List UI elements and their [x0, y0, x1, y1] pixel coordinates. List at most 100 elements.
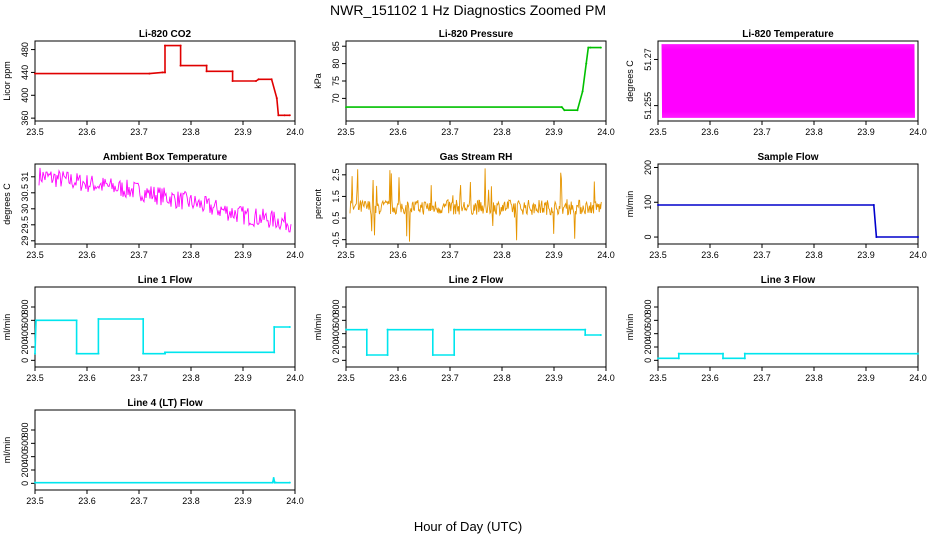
series-line [346, 46, 601, 111]
data-point [205, 70, 208, 73]
series-line [349, 168, 602, 242]
data-point [142, 352, 145, 355]
y-tick-label: 0 [20, 358, 30, 363]
y-tick-label: 31 [20, 172, 30, 182]
data-point [205, 64, 208, 67]
y-tick-label: 200 [643, 339, 653, 354]
plot-frame [34, 163, 296, 245]
data-point [35, 319, 38, 322]
panel-title: Line 4 (LT) Flow [127, 398, 203, 409]
y-tick-label: 0 [643, 358, 653, 363]
data-point [271, 481, 274, 484]
x-tick-label: 23.9 [857, 250, 875, 260]
x-tick-label: 23.5 [649, 373, 667, 383]
plot-frame [345, 40, 607, 122]
data-point [722, 357, 724, 360]
panel-box_temp: Ambient Box Temperature degrees C 23.5 23.6… [2, 152, 304, 260]
x-tick-label: 23.8 [493, 127, 511, 137]
x-tick-label: 23.8 [182, 127, 200, 137]
y-tick-label: 1.5 [331, 190, 341, 203]
x-tick-label: 23.8 [805, 250, 823, 260]
panel-title: Li-820 Pressure [439, 29, 514, 40]
data-point [288, 114, 291, 117]
data-point [179, 64, 182, 67]
y-tick-label: 100 [643, 195, 653, 210]
x-tick-label: 23.9 [857, 127, 875, 137]
y-tick-label: 0 [20, 481, 30, 486]
x-tick-label: 23.7 [753, 250, 771, 260]
x-tick-label: 23.9 [234, 373, 252, 383]
data-point [560, 106, 563, 109]
data-point [179, 44, 182, 47]
plot-frame [657, 40, 919, 122]
plot-frame [657, 286, 919, 368]
data-point [142, 318, 145, 320]
panel-title: Li-820 Temperature [742, 29, 834, 40]
x-tick-label: 23.6 [78, 373, 96, 383]
data-point [365, 328, 368, 331]
data-point [677, 357, 680, 360]
x-tick-label: 23.9 [234, 250, 252, 260]
x-tick-label: 23.6 [701, 250, 719, 260]
data-point [288, 481, 291, 484]
data-point [589, 46, 592, 49]
x-tick-label: 24.0 [286, 496, 304, 506]
y-tick-label: 800 [20, 422, 30, 437]
x-tick-label: 24.0 [597, 250, 615, 260]
plot-frame [345, 163, 607, 245]
y-tick-label: 85 [331, 41, 341, 51]
series-line [35, 477, 290, 484]
data-point [585, 62, 588, 65]
y-tick-label: 400 [20, 88, 30, 103]
y-tick-label: 200 [643, 160, 653, 175]
x-tick-label: 23.9 [234, 127, 252, 137]
y-axis-label: degrees C [2, 183, 12, 225]
x-tick-label: 23.7 [130, 496, 148, 506]
x-tick-label: 23.7 [130, 373, 148, 383]
y-tick-label: 70 [331, 93, 341, 103]
x-tick-label: 23.7 [441, 373, 459, 383]
x-tick-label: 23.5 [337, 373, 355, 383]
panel-co2: Li-820 CO2 Licor ppm 23.5 23.6 23.7 23.8 23.9 2… [2, 29, 304, 137]
data-point [274, 481, 277, 484]
x-tick-label: 23.7 [441, 127, 459, 137]
x-tick-label: 23.5 [649, 250, 667, 260]
series-line [38, 167, 292, 233]
x-tick-label: 23.7 [441, 250, 459, 260]
data-point [677, 352, 680, 355]
y-tick-label: 200 [331, 339, 341, 354]
x-tick-label: 24.0 [909, 127, 927, 137]
y-axis-label: degrees C [625, 60, 635, 102]
x-tick-label: 23.7 [130, 250, 148, 260]
x-tick-label: 23.8 [805, 373, 823, 383]
y-tick-label: 600 [20, 313, 30, 328]
series-line [34, 318, 290, 355]
y-tick-label: -0.5 [331, 232, 341, 248]
data-point [576, 109, 579, 112]
x-tick-label: 23.6 [78, 127, 96, 137]
data-point [75, 352, 78, 355]
x-tick-label: 23.7 [130, 127, 148, 137]
plot-frame [34, 409, 296, 491]
y-axis-label: percent [313, 188, 323, 219]
y-tick-label: 29.5 [20, 216, 30, 234]
data-point [273, 326, 276, 328]
panel-rh: Gas Stream RH percent 23.5 23.6 23.7 23.8 23.9… [313, 152, 615, 260]
x-tick-label: 23.7 [753, 373, 771, 383]
data-point [743, 357, 746, 360]
data-point [164, 351, 166, 354]
data-point [283, 114, 286, 117]
x-tick-label: 23.5 [649, 127, 667, 137]
y-tick-label: 29 [20, 236, 30, 246]
x-tick-label: 23.8 [182, 373, 200, 383]
plot-frame [345, 286, 607, 368]
y-tick-label: 80 [331, 59, 341, 69]
x-tick-label: 23.9 [545, 373, 563, 383]
y-tick-label: 800 [643, 299, 653, 314]
x-tick-label: 24.0 [286, 250, 304, 260]
data-point [97, 352, 100, 355]
data-point [148, 72, 151, 75]
panel-licor_temp: Li-820 Temperature degrees C 23.5 23.6 23.7 2… [625, 29, 927, 137]
data-point [584, 334, 587, 336]
panel-title: Li-820 CO2 [139, 29, 192, 40]
